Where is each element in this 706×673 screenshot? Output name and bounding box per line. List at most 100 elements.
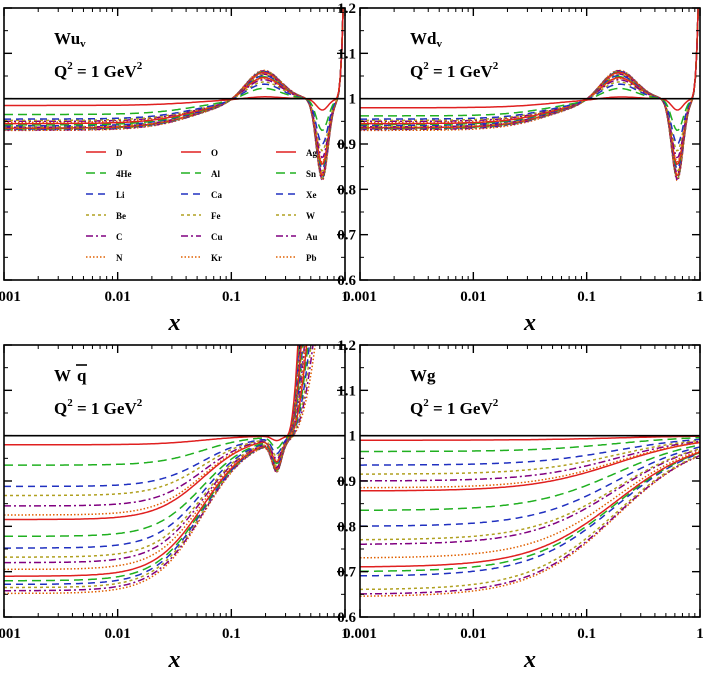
series-line-wg-D	[360, 435, 700, 441]
legend-label-C: C	[116, 232, 123, 242]
series-line-wu-Xe	[4, 8, 344, 179]
series-line-wq-N	[4, 345, 302, 516]
series-line-wg-C	[360, 440, 700, 482]
x-tick-label: 0.001	[343, 626, 377, 642]
x-tick-label: 1	[341, 289, 349, 305]
y-tick-label: 1	[349, 429, 357, 445]
series-line-wd-N	[360, 8, 699, 164]
x-tick-label: 0.01	[105, 289, 131, 305]
series-line-wq-O	[4, 345, 302, 521]
legend-label-Al: Al	[211, 169, 220, 179]
series-line-wu-Fe	[4, 8, 344, 173]
y-tick-label: 1.2	[337, 1, 356, 17]
series-line-wu-Kr	[4, 8, 344, 176]
series-line-wd-Be	[360, 8, 699, 152]
series-line-wg-Ca	[360, 446, 700, 527]
legend-label-N: N	[116, 253, 123, 263]
plot-frame-wd	[359, 7, 701, 281]
legend-label-Be: Be	[116, 211, 126, 221]
series-line-wg-Be	[360, 439, 700, 475]
y-tick-label: 0.6	[0, 273, 1, 289]
series-line-wd-4He	[360, 8, 699, 132]
y-tick-label: 1.1	[337, 383, 356, 399]
series-line-wq-Fe	[4, 345, 305, 558]
series-line-wg-Au	[360, 454, 700, 595]
series-line-wg-Al	[360, 444, 700, 512]
x-tick-label: 0.001	[0, 289, 21, 305]
x-axis-label: x	[168, 310, 181, 336]
legend-label-Au: Au	[306, 232, 318, 242]
panel-label-wd: Wdv	[410, 29, 442, 50]
series-line-wg-Cu	[360, 448, 700, 545]
y-tick-label: 0.7	[0, 565, 1, 581]
x-tick-label: 1	[696, 626, 704, 642]
series-line-wu-Ca	[4, 8, 344, 170]
q2-label-wd: Q2 = 1 GeV2	[410, 60, 499, 81]
series-group-wu	[4, 8, 344, 182]
series-line-wd-W	[360, 8, 699, 180]
y-tick-label: 1	[349, 92, 357, 108]
y-tick-label: 0.7	[0, 228, 1, 244]
x-tick-label: 0.01	[460, 626, 486, 642]
legend-label-4He: 4He	[116, 169, 132, 179]
panel-label-wq: W	[54, 366, 71, 385]
legend-label-Sn: Sn	[306, 169, 316, 179]
legend-label-Li: Li	[116, 190, 125, 200]
series-line-wq-Kr	[4, 345, 307, 571]
panel-label-bar-wq: q	[77, 366, 87, 385]
x-tick-label: 0.01	[460, 289, 486, 305]
legend-label-Ca: Ca	[211, 190, 222, 200]
series-line-wq-Sn	[4, 345, 309, 582]
series-line-wq-Au	[4, 345, 314, 592]
x-axis-label: x	[523, 310, 536, 336]
legend-label-Kr: Kr	[211, 253, 222, 263]
series-line-wg-Pb	[360, 455, 700, 597]
x-tick-label: 0.1	[222, 289, 241, 305]
series-line-wu-Al	[4, 8, 344, 168]
x-axis-label: x	[168, 647, 181, 673]
series-line-wu-O	[4, 8, 344, 166]
x-tick-label: 1	[696, 289, 704, 305]
series-line-wg-Li	[360, 438, 700, 466]
series-line-wq-Cu	[4, 345, 306, 564]
y-tick-label: 0.9	[337, 137, 356, 153]
q2-label-wq: Q2 = 1 GeV2	[54, 397, 143, 418]
series-line-wd-Sn	[360, 8, 699, 178]
y-tick-label: 1.2	[337, 338, 356, 354]
x-tick-label: 0.001	[343, 289, 377, 305]
series-line-wg-Ag	[360, 451, 700, 568]
series-line-wd-O	[360, 8, 699, 166]
series-line-wq-Al	[4, 345, 303, 538]
series-line-wu-4He	[4, 8, 344, 132]
series-line-wd-Ca	[360, 8, 699, 170]
series-line-wd-Cu	[360, 8, 699, 175]
series-line-wq-Ca	[4, 345, 304, 549]
plot-frame-wu	[3, 7, 346, 281]
series-line-wu-Sn	[4, 8, 344, 178]
legend: D 4He Li Be C N O Al Ca Fe Cu Kr Ag Sn Xe W Au Pb	[86, 148, 318, 263]
y-tick-label: 0.9	[337, 474, 356, 490]
legend-label-Fe: Fe	[211, 211, 221, 221]
series-line-wd-Kr	[360, 8, 699, 176]
legend-label-O: O	[211, 148, 218, 158]
x-tick-label: 0.1	[577, 626, 596, 642]
y-tick-label: 0.6	[337, 610, 356, 626]
legend-label-Ag: Ag	[306, 148, 317, 158]
y-tick-label: 1.1	[337, 46, 356, 62]
x-axis-label: x	[523, 647, 536, 673]
series-line-wd-Xe	[360, 8, 699, 179]
series-line-wq-Be	[4, 345, 301, 497]
legend-label-D: D	[116, 148, 123, 158]
series-line-wg-O	[360, 441, 700, 492]
series-line-wu-Li	[4, 8, 344, 145]
legend-label-W: W	[306, 211, 315, 221]
y-tick-label: 0.6	[0, 610, 1, 626]
panel-wd: 0.6 0.7 0.8 0.9 1 1.1 1.2 0.001 0.01 0.1 1 x Wdv Q2 =…	[337, 1, 704, 336]
x-tick-label: 0.001	[0, 626, 21, 642]
series-group-wq	[4, 345, 316, 595]
x-tick-label: 0.1	[222, 626, 241, 642]
q2-label-wu: Q2 = 1 GeV2	[54, 60, 143, 81]
